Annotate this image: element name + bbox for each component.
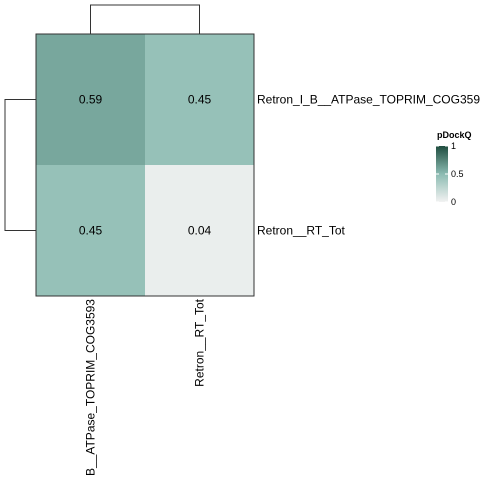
column-dendrogram <box>90 4 200 34</box>
heatmap-cell <box>36 34 145 165</box>
cell-value-label: 0.45 <box>188 93 212 107</box>
color-legend: pDockQ 00.51 <box>436 130 472 207</box>
row-labels: Retron_I_B__ATPase_TOPRIM_COG3593 Retron_… <box>257 93 480 238</box>
legend-tick-label: 1 <box>451 141 456 151</box>
row-label: Retron__RT_Tot <box>257 224 345 238</box>
cell-value-labels: 0.59 0.45 0.45 0.04 <box>79 93 212 238</box>
row-dendrogram-branch <box>4 99 36 231</box>
column-label: Retron__RT_Tot <box>193 298 207 386</box>
heatmap-cell <box>145 165 254 296</box>
legend-tick-label: 0 <box>451 197 456 207</box>
cell-value-label: 0.45 <box>79 224 103 238</box>
legend-color-bar <box>436 146 448 202</box>
column-dendrogram-branch <box>90 4 200 34</box>
heatmap-cells <box>36 34 254 296</box>
row-label: Retron_I_B__ATPase_TOPRIM_COG3593 <box>257 93 480 107</box>
legend-tick-label: 0.5 <box>451 169 464 179</box>
heatmap-cell <box>145 34 254 165</box>
legend-title: pDockQ <box>437 130 472 140</box>
heatmap-cell <box>36 165 145 296</box>
heatmap-border <box>35 33 255 297</box>
column-label: B__ATPase_TOPRIM_COG3593 <box>84 299 98 476</box>
cell-value-label: 0.59 <box>79 93 103 107</box>
column-labels: B__ATPase_TOPRIM_COG3593 Retron__RT_Tot <box>84 298 207 476</box>
row-dendrogram <box>4 99 36 231</box>
cell-value-label: 0.04 <box>188 224 212 238</box>
legend-ticks: 00.51 <box>436 141 464 207</box>
